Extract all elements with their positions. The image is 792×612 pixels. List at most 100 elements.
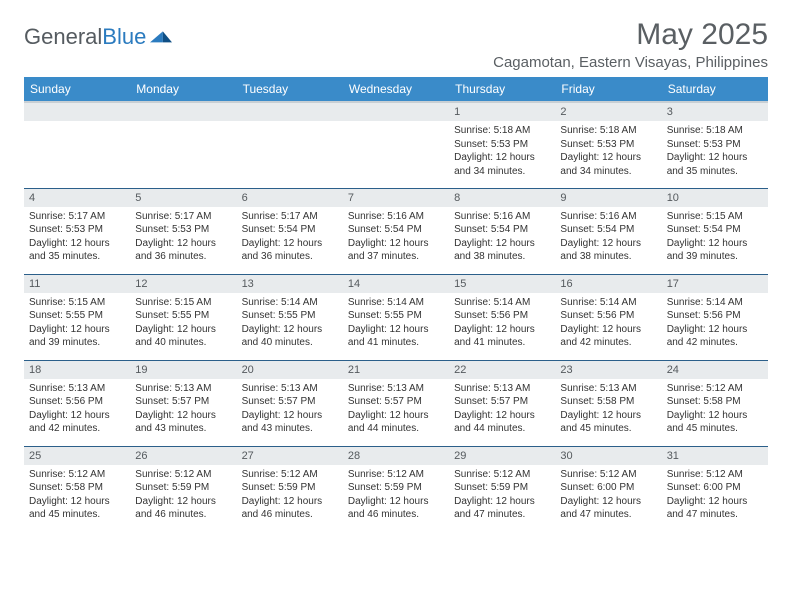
sunset-line: Sunset: 5:58 PM xyxy=(667,395,763,409)
daylight-line-1: Daylight: 12 hours xyxy=(242,495,338,509)
sunset-line: Sunset: 5:57 PM xyxy=(242,395,338,409)
day-number: 10 xyxy=(662,189,768,207)
daylight-line-2: and 35 minutes. xyxy=(667,165,763,179)
day-details: Sunrise: 5:12 AMSunset: 5:58 PMDaylight:… xyxy=(24,465,130,526)
day-details: Sunrise: 5:17 AMSunset: 5:54 PMDaylight:… xyxy=(237,207,343,268)
brand-logo: GeneralBlue xyxy=(24,18,172,50)
daylight-line-2: and 36 minutes. xyxy=(242,250,338,264)
calendar-row: 18Sunrise: 5:13 AMSunset: 5:56 PMDayligh… xyxy=(24,360,768,446)
location-subtitle: Cagamotan, Eastern Visayas, Philippines xyxy=(493,54,768,71)
daylight-line-1: Daylight: 12 hours xyxy=(667,151,763,165)
day-details: Sunrise: 5:12 AMSunset: 5:59 PMDaylight:… xyxy=(343,465,449,526)
daylight-line-2: and 42 minutes. xyxy=(667,336,763,350)
sunrise-line: Sunrise: 5:18 AM xyxy=(454,124,550,138)
day-number: 27 xyxy=(237,447,343,465)
daylight-line-2: and 40 minutes. xyxy=(135,336,231,350)
day-number: 1 xyxy=(449,103,555,121)
sunrise-line: Sunrise: 5:14 AM xyxy=(348,296,444,310)
daylight-line-2: and 47 minutes. xyxy=(454,508,550,522)
sunrise-line: Sunrise: 5:18 AM xyxy=(560,124,656,138)
daylight-line-2: and 38 minutes. xyxy=(560,250,656,264)
day-number: 25 xyxy=(24,447,130,465)
calendar-cell: 11Sunrise: 5:15 AMSunset: 5:55 PMDayligh… xyxy=(24,274,130,360)
day-number xyxy=(343,103,449,121)
sunset-line: Sunset: 5:55 PM xyxy=(135,309,231,323)
daylight-line-1: Daylight: 12 hours xyxy=(667,237,763,251)
daylight-line-1: Daylight: 12 hours xyxy=(454,409,550,423)
sunrise-line: Sunrise: 5:12 AM xyxy=(667,382,763,396)
daylight-line-1: Daylight: 12 hours xyxy=(348,495,444,509)
day-details: Sunrise: 5:13 AMSunset: 5:57 PMDaylight:… xyxy=(343,379,449,440)
sunset-line: Sunset: 5:59 PM xyxy=(242,481,338,495)
calendar-cell: 6Sunrise: 5:17 AMSunset: 5:54 PMDaylight… xyxy=(237,188,343,274)
day-details: Sunrise: 5:12 AMSunset: 6:00 PMDaylight:… xyxy=(555,465,661,526)
calendar-cell: 17Sunrise: 5:14 AMSunset: 5:56 PMDayligh… xyxy=(662,274,768,360)
day-number: 19 xyxy=(130,361,236,379)
calendar-cell: 26Sunrise: 5:12 AMSunset: 5:59 PMDayligh… xyxy=(130,446,236,532)
daylight-line-1: Daylight: 12 hours xyxy=(29,495,125,509)
calendar-cell: 19Sunrise: 5:13 AMSunset: 5:57 PMDayligh… xyxy=(130,360,236,446)
sunset-line: Sunset: 6:00 PM xyxy=(667,481,763,495)
brand-name-part1: General xyxy=(24,24,102,49)
daylight-line-2: and 43 minutes. xyxy=(135,422,231,436)
day-details: Sunrise: 5:16 AMSunset: 5:54 PMDaylight:… xyxy=(555,207,661,268)
day-number: 11 xyxy=(24,275,130,293)
calendar-row: 11Sunrise: 5:15 AMSunset: 5:55 PMDayligh… xyxy=(24,274,768,360)
calendar-cell: 8Sunrise: 5:16 AMSunset: 5:54 PMDaylight… xyxy=(449,188,555,274)
daylight-line-2: and 45 minutes. xyxy=(29,508,125,522)
sunrise-line: Sunrise: 5:16 AM xyxy=(560,210,656,224)
day-details: Sunrise: 5:17 AMSunset: 5:53 PMDaylight:… xyxy=(130,207,236,268)
calendar-cell xyxy=(343,102,449,188)
daylight-line-2: and 40 minutes. xyxy=(242,336,338,350)
daylight-line-2: and 41 minutes. xyxy=(348,336,444,350)
day-details: Sunrise: 5:14 AMSunset: 5:56 PMDaylight:… xyxy=(555,293,661,354)
calendar-cell: 30Sunrise: 5:12 AMSunset: 6:00 PMDayligh… xyxy=(555,446,661,532)
sunrise-line: Sunrise: 5:15 AM xyxy=(29,296,125,310)
calendar-cell: 12Sunrise: 5:15 AMSunset: 5:55 PMDayligh… xyxy=(130,274,236,360)
calendar-cell: 20Sunrise: 5:13 AMSunset: 5:57 PMDayligh… xyxy=(237,360,343,446)
calendar-cell xyxy=(24,102,130,188)
day-number: 29 xyxy=(449,447,555,465)
daylight-line-2: and 46 minutes. xyxy=(135,508,231,522)
calendar-cell xyxy=(237,102,343,188)
calendar-cell: 16Sunrise: 5:14 AMSunset: 5:56 PMDayligh… xyxy=(555,274,661,360)
day-details: Sunrise: 5:14 AMSunset: 5:55 PMDaylight:… xyxy=(343,293,449,354)
calendar-cell: 29Sunrise: 5:12 AMSunset: 5:59 PMDayligh… xyxy=(449,446,555,532)
day-header: Saturday xyxy=(662,77,768,102)
sunrise-line: Sunrise: 5:12 AM xyxy=(242,468,338,482)
day-details: Sunrise: 5:12 AMSunset: 5:58 PMDaylight:… xyxy=(662,379,768,440)
daylight-line-1: Daylight: 12 hours xyxy=(135,495,231,509)
daylight-line-2: and 34 minutes. xyxy=(560,165,656,179)
day-number: 9 xyxy=(555,189,661,207)
day-number: 31 xyxy=(662,447,768,465)
day-header-row: Sunday Monday Tuesday Wednesday Thursday… xyxy=(24,77,768,102)
day-header: Friday xyxy=(555,77,661,102)
sunset-line: Sunset: 5:55 PM xyxy=(348,309,444,323)
sunset-line: Sunset: 5:54 PM xyxy=(348,223,444,237)
daylight-line-2: and 39 minutes. xyxy=(667,250,763,264)
sunset-line: Sunset: 5:56 PM xyxy=(29,395,125,409)
day-details: Sunrise: 5:12 AMSunset: 5:59 PMDaylight:… xyxy=(449,465,555,526)
daylight-line-2: and 46 minutes. xyxy=(348,508,444,522)
daylight-line-1: Daylight: 12 hours xyxy=(348,323,444,337)
day-number: 3 xyxy=(662,103,768,121)
sunset-line: Sunset: 5:59 PM xyxy=(135,481,231,495)
sunset-line: Sunset: 5:57 PM xyxy=(454,395,550,409)
daylight-line-2: and 45 minutes. xyxy=(560,422,656,436)
sunrise-line: Sunrise: 5:14 AM xyxy=(242,296,338,310)
day-number: 18 xyxy=(24,361,130,379)
sunrise-line: Sunrise: 5:12 AM xyxy=(454,468,550,482)
daylight-line-1: Daylight: 12 hours xyxy=(29,409,125,423)
day-number xyxy=(130,103,236,121)
daylight-line-2: and 35 minutes. xyxy=(29,250,125,264)
daylight-line-2: and 45 minutes. xyxy=(667,422,763,436)
calendar-cell: 13Sunrise: 5:14 AMSunset: 5:55 PMDayligh… xyxy=(237,274,343,360)
day-number xyxy=(24,103,130,121)
daylight-line-2: and 44 minutes. xyxy=(454,422,550,436)
calendar-row: 25Sunrise: 5:12 AMSunset: 5:58 PMDayligh… xyxy=(24,446,768,532)
day-number: 30 xyxy=(555,447,661,465)
sunrise-line: Sunrise: 5:16 AM xyxy=(348,210,444,224)
sunset-line: Sunset: 5:58 PM xyxy=(29,481,125,495)
daylight-line-1: Daylight: 12 hours xyxy=(560,495,656,509)
day-number: 4 xyxy=(24,189,130,207)
